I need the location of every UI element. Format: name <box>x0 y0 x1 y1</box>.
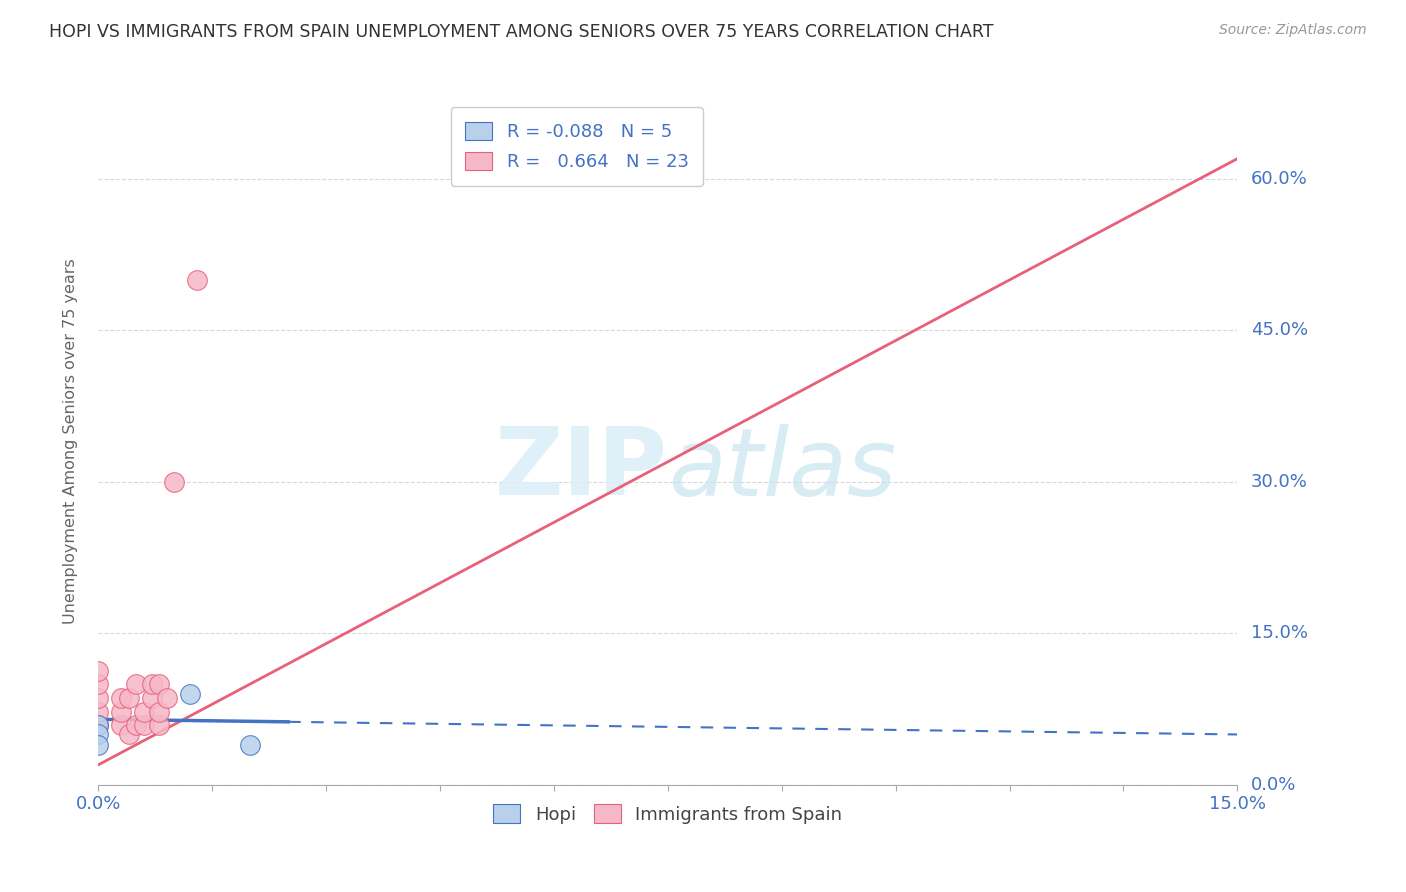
Point <box>148 718 170 732</box>
Point <box>239 738 262 752</box>
Point <box>132 718 155 732</box>
Text: Source: ZipAtlas.com: Source: ZipAtlas.com <box>1219 23 1367 37</box>
Point <box>141 691 163 706</box>
Point <box>87 677 110 691</box>
Text: 15.0%: 15.0% <box>1251 624 1308 642</box>
Point <box>163 475 186 489</box>
Point <box>118 727 141 741</box>
Point <box>87 664 110 678</box>
Point <box>132 705 155 719</box>
Text: atlas: atlas <box>668 424 896 515</box>
Point <box>110 705 132 719</box>
Point <box>87 705 110 719</box>
Point <box>87 738 110 752</box>
Text: ZIP: ZIP <box>495 423 668 515</box>
Point <box>156 691 179 706</box>
Y-axis label: Unemployment Among Seniors over 75 years: Unemployment Among Seniors over 75 years <box>63 259 77 624</box>
Text: 45.0%: 45.0% <box>1251 321 1309 340</box>
Text: 0.0%: 0.0% <box>1251 776 1296 794</box>
Point <box>148 705 170 719</box>
Point <box>125 718 148 732</box>
Point <box>125 677 148 691</box>
Point <box>87 718 110 732</box>
Text: 30.0%: 30.0% <box>1251 473 1308 491</box>
Point <box>186 273 208 287</box>
Text: 60.0%: 60.0% <box>1251 169 1308 188</box>
Text: HOPI VS IMMIGRANTS FROM SPAIN UNEMPLOYMENT AMONG SENIORS OVER 75 YEARS CORRELATI: HOPI VS IMMIGRANTS FROM SPAIN UNEMPLOYME… <box>49 23 994 41</box>
Point <box>110 691 132 706</box>
Point <box>87 727 110 741</box>
Point <box>87 718 110 732</box>
Point <box>110 718 132 732</box>
Point <box>148 677 170 691</box>
Point <box>141 677 163 691</box>
Point <box>87 718 110 732</box>
Legend: Hopi, Immigrants from Spain: Hopi, Immigrants from Spain <box>486 797 849 830</box>
Point <box>87 691 110 706</box>
Point <box>118 691 141 706</box>
Point <box>179 687 201 701</box>
